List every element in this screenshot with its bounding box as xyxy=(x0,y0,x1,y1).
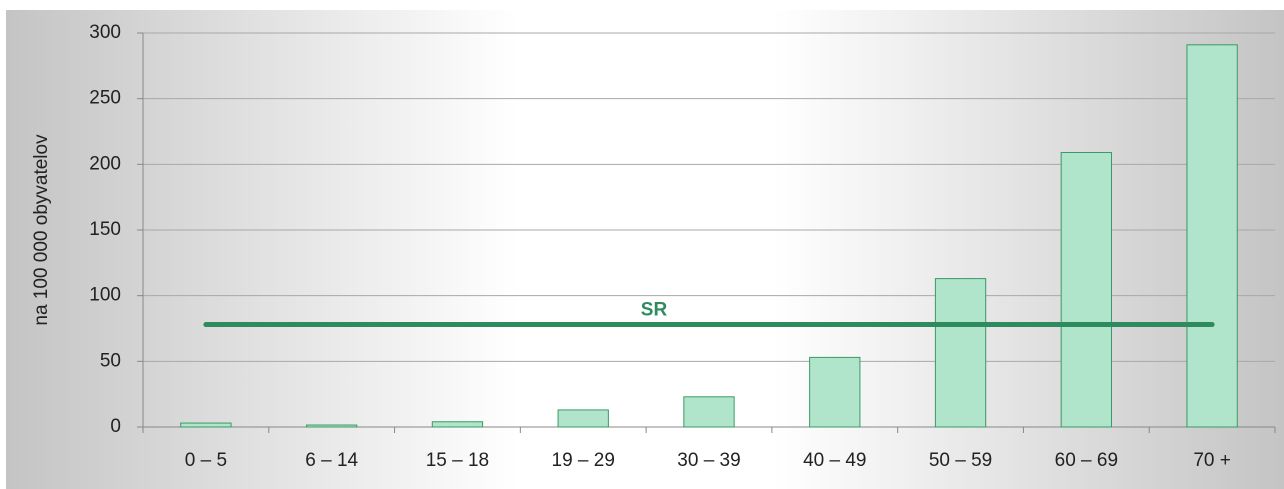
bar xyxy=(809,356,861,428)
y-tick-label: 100 xyxy=(89,285,121,306)
y-axis-label: na 100 000 obyvatelov xyxy=(31,134,52,326)
bar xyxy=(683,396,735,428)
bar xyxy=(1186,44,1238,428)
y-tick-label: 300 xyxy=(89,22,121,43)
x-tick-label: 0 – 5 xyxy=(185,450,227,471)
x-tick-label: 6 – 14 xyxy=(305,450,358,471)
bar xyxy=(431,421,484,428)
y-tick-label: 0 xyxy=(110,416,121,437)
bar xyxy=(1060,152,1112,428)
x-tick-label: 70 + xyxy=(1193,450,1231,471)
bar xyxy=(306,424,358,428)
x-tick-label: 15 – 18 xyxy=(426,450,489,471)
x-tick-label: 60 – 69 xyxy=(1055,450,1118,471)
y-tick-label: 200 xyxy=(89,153,121,174)
y-tick-label: 250 xyxy=(89,88,121,109)
reference-label: SR xyxy=(641,300,668,321)
y-tick-label: 150 xyxy=(89,219,121,240)
x-tick-label: 30 – 39 xyxy=(677,450,740,471)
bar xyxy=(934,278,987,428)
x-tick-label: 40 – 49 xyxy=(803,450,866,471)
x-tick-label: 50 – 59 xyxy=(929,450,992,471)
bar xyxy=(557,409,609,428)
x-tick-label: 19 – 29 xyxy=(552,450,615,471)
y-tick-label: 50 xyxy=(100,350,121,371)
bar xyxy=(180,422,232,428)
